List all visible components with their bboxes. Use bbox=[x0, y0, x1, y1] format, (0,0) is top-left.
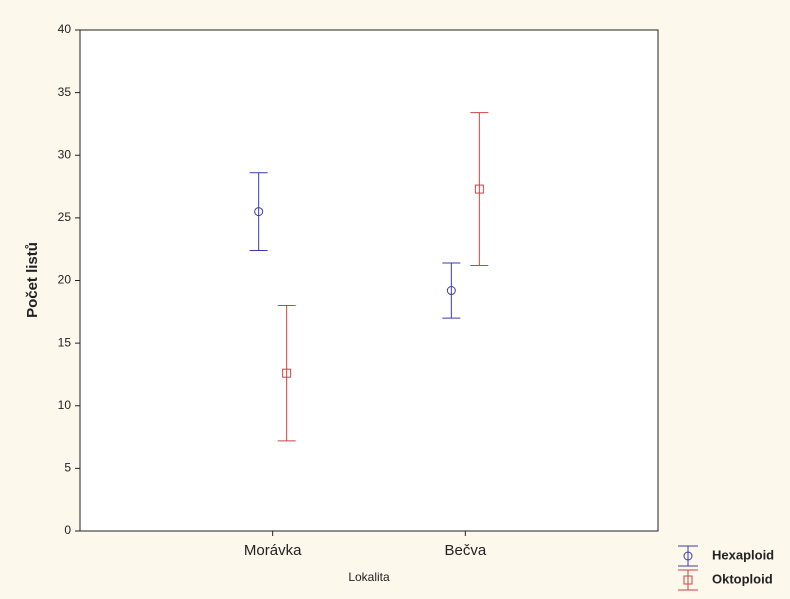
y-tick-label: 0 bbox=[64, 523, 71, 537]
marker bbox=[282, 368, 292, 378]
x-tick-label: Bečva bbox=[444, 542, 486, 559]
x-axis-label: Lokalita bbox=[348, 570, 390, 584]
legend-marker bbox=[683, 551, 693, 561]
legend-marker bbox=[683, 575, 693, 585]
y-tick-label: 25 bbox=[58, 210, 72, 224]
y-tick-label: 35 bbox=[58, 85, 72, 99]
y-axis-label: Počet listů bbox=[24, 242, 41, 318]
y-tick-label: 40 bbox=[58, 22, 72, 36]
y-tick-label: 30 bbox=[58, 147, 72, 161]
marker bbox=[474, 184, 484, 194]
y-tick-label: 10 bbox=[58, 398, 72, 412]
marker bbox=[446, 286, 456, 296]
y-tick-label: 15 bbox=[58, 335, 72, 349]
legend-label: Oktoploid bbox=[712, 571, 773, 586]
y-tick-label: 5 bbox=[64, 461, 71, 475]
x-tick-label: Morávka bbox=[244, 542, 302, 559]
y-tick-label: 20 bbox=[58, 273, 72, 287]
marker bbox=[254, 207, 264, 217]
plot-area bbox=[79, 29, 659, 532]
legend-label: Hexaploid bbox=[712, 547, 774, 562]
